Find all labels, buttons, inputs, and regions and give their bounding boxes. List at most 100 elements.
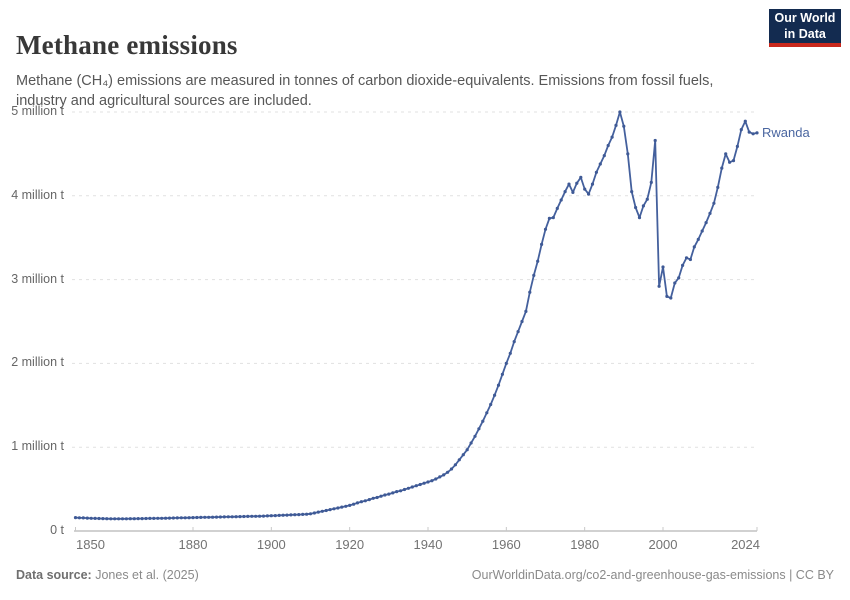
data-point[interactable] bbox=[97, 516, 101, 521]
data-point[interactable] bbox=[508, 351, 512, 355]
data-point[interactable] bbox=[391, 491, 395, 495]
data-point[interactable] bbox=[258, 514, 262, 518]
data-point[interactable] bbox=[246, 514, 250, 519]
data-point[interactable] bbox=[512, 340, 516, 344]
data-point[interactable] bbox=[171, 516, 175, 520]
data-point[interactable] bbox=[555, 206, 559, 210]
data-point[interactable] bbox=[395, 490, 399, 494]
data-point[interactable] bbox=[626, 152, 630, 156]
data-point[interactable] bbox=[81, 516, 85, 520]
data-point[interactable] bbox=[301, 512, 305, 517]
data-point[interactable] bbox=[618, 110, 622, 114]
data-point[interactable] bbox=[716, 185, 720, 189]
data-point[interactable] bbox=[308, 512, 313, 516]
data-point[interactable] bbox=[399, 489, 403, 493]
data-point[interactable] bbox=[109, 517, 113, 521]
data-point[interactable] bbox=[105, 517, 109, 521]
data-point[interactable] bbox=[520, 319, 524, 324]
data-point[interactable] bbox=[622, 124, 626, 128]
data-point[interactable] bbox=[614, 123, 618, 127]
data-point[interactable] bbox=[489, 402, 493, 407]
data-point[interactable] bbox=[285, 513, 289, 517]
data-point[interactable] bbox=[524, 309, 528, 313]
data-point[interactable] bbox=[457, 458, 461, 462]
data-point[interactable] bbox=[645, 197, 649, 201]
data-point[interactable] bbox=[418, 482, 422, 487]
data-point[interactable] bbox=[332, 507, 336, 511]
data-point[interactable] bbox=[684, 256, 689, 260]
data-point[interactable] bbox=[136, 517, 140, 521]
data-point[interactable] bbox=[755, 131, 759, 135]
data-point[interactable] bbox=[113, 517, 117, 521]
data-point[interactable] bbox=[449, 467, 454, 471]
data-point[interactable] bbox=[132, 517, 136, 521]
data-point[interactable] bbox=[602, 154, 606, 158]
data-point[interactable] bbox=[575, 181, 579, 185]
data-point[interactable] bbox=[348, 503, 352, 507]
data-point[interactable] bbox=[261, 514, 266, 518]
entity-label-rwanda[interactable]: Rwanda bbox=[762, 124, 810, 140]
data-point[interactable] bbox=[504, 361, 508, 365]
data-point[interactable] bbox=[598, 162, 602, 166]
data-point[interactable] bbox=[187, 516, 191, 520]
data-point[interactable] bbox=[156, 516, 160, 520]
data-point[interactable] bbox=[563, 190, 567, 194]
data-point[interactable] bbox=[179, 516, 183, 520]
data-point[interactable] bbox=[152, 516, 156, 521]
data-point[interactable] bbox=[665, 294, 669, 298]
data-point[interactable] bbox=[700, 229, 704, 233]
data-point[interactable] bbox=[567, 182, 571, 186]
data-point[interactable] bbox=[312, 511, 316, 515]
data-point[interactable] bbox=[669, 296, 673, 300]
data-point[interactable] bbox=[336, 506, 340, 510]
data-point[interactable] bbox=[434, 477, 438, 481]
data-point[interactable] bbox=[551, 216, 555, 220]
data-point[interactable] bbox=[583, 187, 587, 191]
data-point[interactable] bbox=[649, 180, 653, 184]
data-point[interactable] bbox=[101, 517, 105, 521]
data-point[interactable] bbox=[528, 290, 532, 294]
data-point[interactable] bbox=[352, 502, 356, 506]
data-point[interactable] bbox=[234, 515, 238, 519]
data-point[interactable] bbox=[402, 487, 407, 492]
data-point[interactable] bbox=[293, 513, 297, 517]
data-point[interactable] bbox=[728, 160, 732, 164]
data-point[interactable] bbox=[406, 486, 410, 490]
data-point[interactable] bbox=[85, 516, 89, 520]
data-point[interactable] bbox=[305, 512, 309, 516]
data-point[interactable] bbox=[473, 434, 477, 438]
data-point[interactable] bbox=[183, 516, 187, 520]
data-point[interactable] bbox=[438, 475, 442, 479]
data-point[interactable] bbox=[536, 259, 540, 263]
data-point[interactable] bbox=[359, 500, 363, 504]
data-point[interactable] bbox=[144, 516, 148, 521]
data-point[interactable] bbox=[124, 517, 128, 521]
data-point[interactable] bbox=[320, 509, 324, 513]
data-point[interactable] bbox=[481, 419, 485, 423]
data-point[interactable] bbox=[414, 484, 418, 488]
data-point[interactable] bbox=[532, 273, 536, 277]
data-point[interactable] bbox=[641, 204, 646, 208]
data-point[interactable] bbox=[496, 383, 501, 387]
data-point[interactable] bbox=[688, 257, 693, 262]
data-point[interactable] bbox=[73, 516, 78, 520]
data-point[interactable] bbox=[634, 205, 638, 210]
series-line[interactable] bbox=[74, 111, 758, 520]
data-point[interactable] bbox=[465, 448, 469, 452]
data-point[interactable] bbox=[610, 135, 614, 139]
data-point[interactable] bbox=[559, 198, 563, 202]
data-point[interactable] bbox=[195, 515, 199, 520]
data-point[interactable] bbox=[148, 516, 152, 521]
data-point[interactable] bbox=[547, 216, 552, 220]
data-point[interactable] bbox=[120, 517, 125, 521]
data-point[interactable] bbox=[579, 175, 583, 179]
data-point[interactable] bbox=[461, 453, 465, 457]
data-point[interactable] bbox=[422, 481, 426, 485]
data-point[interactable] bbox=[277, 513, 281, 518]
data-point[interactable] bbox=[661, 265, 665, 269]
data-point[interactable] bbox=[297, 513, 301, 517]
data-point[interactable] bbox=[316, 510, 320, 514]
license-credit-link[interactable]: OurWorldinData.org/co2-and-greenhouse-ga… bbox=[471, 568, 834, 582]
data-point[interactable] bbox=[696, 237, 700, 241]
data-point[interactable] bbox=[708, 211, 712, 215]
